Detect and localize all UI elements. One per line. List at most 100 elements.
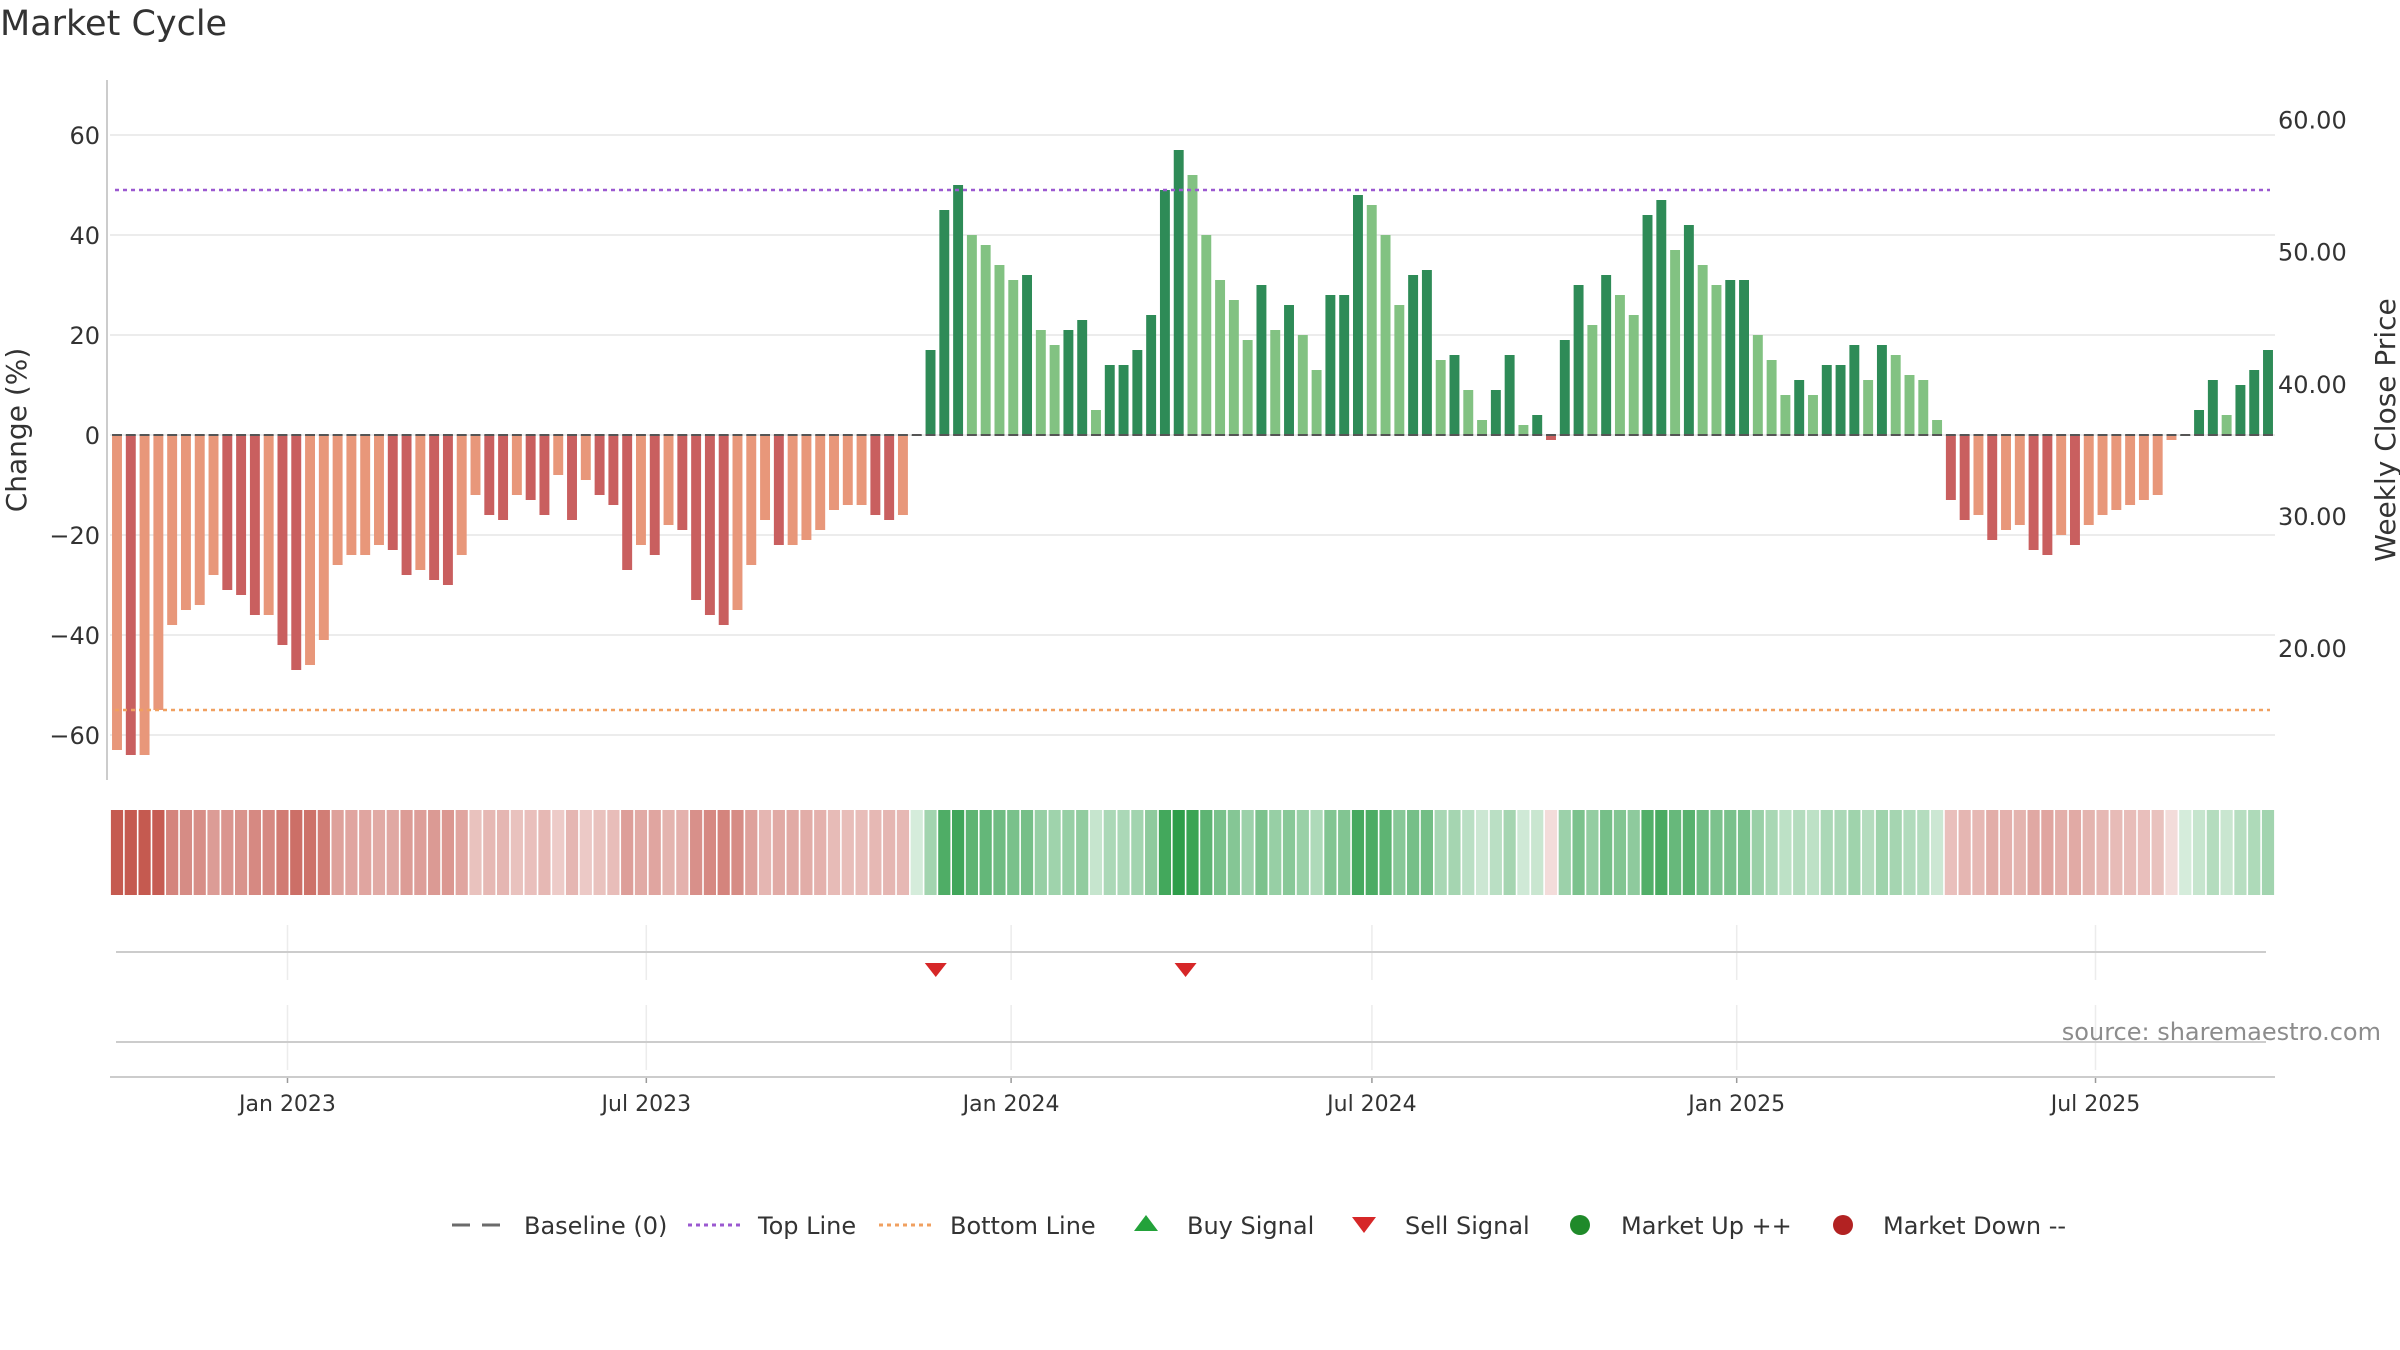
heat-cell [758, 810, 772, 895]
heat-cell [2234, 810, 2247, 895]
y-tick-label: 20 [69, 322, 100, 350]
heat-cell [979, 810, 992, 895]
bar [1973, 435, 1984, 515]
heat-cell [455, 810, 468, 895]
heat-cell [1613, 810, 1627, 895]
bar [856, 435, 867, 505]
heat-cell [2110, 810, 2123, 895]
bar [608, 435, 619, 505]
bar [1601, 275, 1612, 435]
heat-cell [221, 810, 234, 895]
bar [1849, 345, 1860, 435]
bar [2028, 435, 2039, 550]
bar [884, 435, 895, 520]
heat-cell [1600, 810, 1613, 895]
bar [2097, 435, 2108, 515]
heat-cell [1999, 810, 2013, 895]
bar [1256, 285, 1267, 435]
bar [1697, 265, 1708, 435]
bar [2001, 435, 2011, 530]
heat-cell [1282, 810, 1296, 895]
bar [2056, 435, 2067, 535]
heat-cell [772, 810, 785, 895]
bar [594, 435, 605, 495]
heat-cell [1558, 810, 1571, 895]
bar [112, 435, 122, 750]
bar [1159, 190, 1170, 435]
heat-cell [731, 810, 744, 895]
heat-cell [538, 810, 551, 895]
heat-cell [138, 810, 151, 895]
bar [1987, 435, 1998, 540]
heat-cell [428, 810, 441, 895]
heat-cell [1117, 810, 1130, 895]
bar [1835, 365, 1846, 435]
x-tick-label: Jan 2025 [1686, 1092, 1785, 1117]
bar [1187, 175, 1198, 435]
bar [1201, 235, 1212, 435]
legend-label: Baseline (0) [524, 1212, 667, 1240]
heat-cell [276, 810, 289, 895]
legend: Baseline (0) Top Line Bottom Line Buy Signa… [452, 1212, 2066, 1240]
bar [1173, 150, 1184, 435]
heat-cell [1917, 810, 1930, 895]
bar [332, 435, 343, 565]
heat-cell [1862, 810, 1875, 895]
heat-cell [1986, 810, 1999, 895]
heat-cell [1379, 810, 1392, 895]
heat-cell [1641, 810, 1654, 895]
heat-cell [745, 810, 758, 895]
bar [2249, 370, 2260, 435]
bar [2042, 435, 2053, 555]
heat-cell [1848, 810, 1861, 895]
bar [1725, 280, 1736, 435]
bar [1766, 360, 1777, 435]
heat-cell [2248, 810, 2261, 895]
legend-label: Market Down -- [1883, 1212, 2066, 1240]
heat-cell [2261, 810, 2275, 895]
bar [2166, 435, 2177, 440]
heat-cell [634, 810, 648, 895]
bar [1490, 390, 1501, 435]
bar [139, 435, 150, 755]
heat-cell [965, 810, 978, 895]
heat-cell [124, 810, 137, 895]
y-right-tick-label: 30.00 [2278, 503, 2347, 531]
heat-cell [166, 810, 179, 895]
y-right-tick-label: 60.00 [2278, 107, 2347, 135]
heat-cell [855, 810, 868, 895]
legend-label: Top Line [757, 1212, 856, 1240]
bar [346, 435, 357, 555]
heat-cell [703, 810, 716, 895]
bar [1628, 315, 1639, 435]
bar [222, 435, 233, 590]
heat-cell [1186, 810, 1199, 895]
heat-cell [1338, 810, 1351, 895]
y-tick-label: 0 [85, 422, 100, 450]
bar [1890, 355, 1901, 435]
bar [1711, 285, 1722, 435]
bar [263, 435, 274, 615]
bar [1794, 380, 1805, 435]
x-tick-label: Jul 2023 [600, 1092, 692, 1117]
bar [787, 435, 798, 545]
bar [1752, 335, 1763, 435]
x-tick-label: Jul 2024 [1325, 1092, 1417, 1117]
heat-cell [207, 810, 220, 895]
heat-strip [110, 810, 2275, 895]
y-tick-label: 60 [69, 122, 100, 150]
heat-cell [152, 810, 165, 895]
heat-cell [690, 810, 703, 895]
legend-item-market-down: Market Down -- [1833, 1212, 2066, 1240]
heat-cell [1696, 810, 1709, 895]
bar [773, 435, 784, 545]
heat-cell [1448, 810, 1461, 895]
heat-cell [814, 810, 827, 895]
heat-cell [2206, 810, 2219, 895]
heat-cell [1503, 810, 1516, 895]
bar [1284, 305, 1294, 435]
heat-cell [386, 810, 399, 895]
bar [2125, 435, 2136, 505]
bar [318, 435, 329, 640]
market-up-icon [1570, 1215, 1590, 1235]
